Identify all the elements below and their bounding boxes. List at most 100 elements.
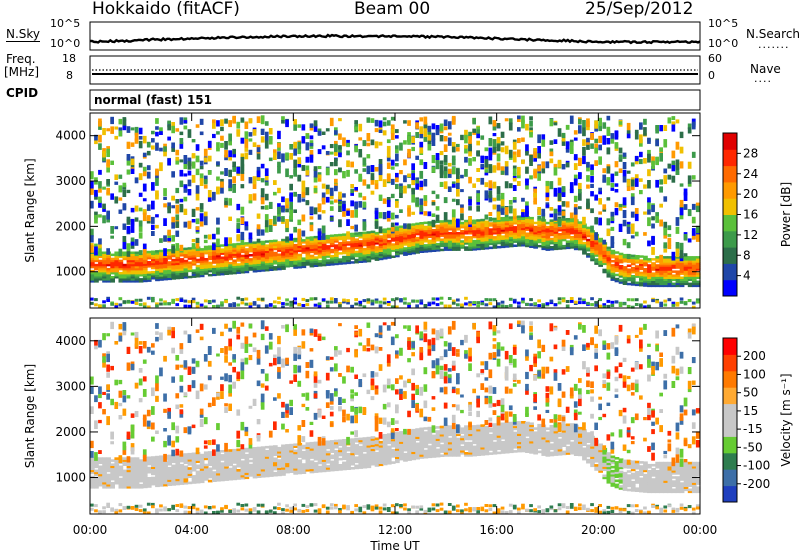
power-cell: [338, 237, 343, 241]
velocity-scatter: [224, 373, 228, 382]
power-cell: [553, 243, 559, 247]
velocity-scatter: [159, 504, 163, 508]
velocity-cell: [273, 463, 278, 467]
power-cell: [179, 266, 185, 269]
power-cell: [488, 246, 494, 250]
power-scatter: [545, 186, 550, 193]
power-cell: [358, 244, 364, 247]
power-scatter: [350, 192, 354, 196]
power-scatter: [447, 132, 452, 136]
power-cell: [618, 260, 624, 264]
power-scatter: [659, 219, 663, 227]
power-scatter: [630, 211, 635, 218]
power-cell: [590, 232, 595, 235]
power-cell: [309, 264, 315, 268]
power-scatter: [610, 242, 615, 248]
power-cell: [277, 255, 282, 258]
power-cell: [569, 231, 575, 235]
velocity-cell: [216, 462, 221, 466]
power-scatter: [606, 147, 611, 155]
power-cell: [529, 239, 534, 242]
velocity-cell: [256, 459, 262, 462]
velocity-cell: [118, 479, 124, 483]
power-scatter: [667, 237, 672, 246]
power-cell: [549, 233, 555, 237]
n-search-label: N.Search: [746, 27, 800, 41]
power-cell: [447, 223, 453, 227]
power-scatter: [248, 232, 253, 240]
velocity-scatter: [163, 506, 167, 510]
power-cell: [232, 269, 237, 273]
power-scatter: [167, 124, 171, 131]
power-cell: [468, 248, 473, 251]
power-scatter: [90, 235, 94, 243]
velocity-cell: [195, 464, 201, 468]
power-scatter: [476, 129, 480, 134]
velocity-cell: [167, 456, 172, 460]
power-scatter: [220, 119, 224, 126]
power-scatter: [480, 155, 485, 164]
power-scatter: [163, 146, 167, 152]
power-cell: [90, 280, 95, 283]
power-cell: [464, 240, 469, 243]
velocity-cell: [191, 452, 197, 456]
power-scatter: [663, 227, 668, 236]
power-cell: [460, 246, 465, 249]
power-scatter: [590, 183, 594, 188]
power-scatter: [256, 170, 261, 178]
power-scatter: [541, 168, 546, 174]
power-scatter: [590, 303, 594, 307]
power-cell: [443, 230, 449, 233]
power-scatter: [167, 302, 171, 306]
velocity-cell: [191, 462, 197, 466]
power-scatter: [407, 173, 411, 177]
velocity-cell: [110, 459, 115, 462]
power-cell: [293, 258, 298, 261]
power-cell: [126, 257, 132, 261]
velocity-scatter: [207, 375, 212, 381]
power-scatter: [569, 182, 574, 191]
velocity-cell: [285, 466, 290, 470]
power-cell: [212, 261, 217, 264]
power-cell: [346, 255, 351, 258]
power-cell: [427, 221, 433, 224]
velocity-cell: [134, 467, 140, 471]
power-scatter: [301, 191, 306, 198]
power-scatter: [411, 146, 415, 152]
power-scatter: [126, 250, 131, 257]
power-cell: [590, 250, 595, 254]
power-cell: [366, 255, 372, 259]
power-scatter: [695, 225, 700, 234]
power-cell: [451, 248, 457, 251]
velocity-cell: [134, 463, 140, 466]
power-cell: [260, 263, 266, 266]
velocity-cell: [224, 476, 229, 479]
power-cell: [663, 256, 669, 259]
power-scatter: [183, 120, 188, 124]
power-cell: [667, 280, 673, 284]
velocity-scatter: [138, 509, 143, 513]
power-scatter: [289, 156, 293, 160]
velocity-cell: [203, 467, 209, 471]
power-scatter: [334, 158, 338, 167]
power-scatter: [606, 177, 611, 186]
power-cell: [106, 278, 111, 281]
velocity-scatter: [142, 418, 147, 427]
power-scatter: [476, 140, 480, 146]
power-cell: [301, 261, 307, 264]
power-scatter: [102, 215, 106, 224]
velocity-cell: [285, 464, 290, 468]
power-cell: [407, 232, 412, 235]
power-cell: [191, 263, 197, 266]
power-cell: [521, 239, 526, 243]
power-cell: [122, 271, 128, 275]
power-cell: [90, 269, 95, 273]
power-cell: [622, 266, 628, 269]
power-scatter: [537, 172, 541, 181]
velocity-cell: [106, 461, 111, 464]
power-cell: [529, 245, 534, 248]
power-cell: [334, 246, 339, 249]
power-scatter: [439, 150, 444, 156]
power-scatter: [447, 137, 452, 146]
power-cell: [110, 261, 115, 265]
